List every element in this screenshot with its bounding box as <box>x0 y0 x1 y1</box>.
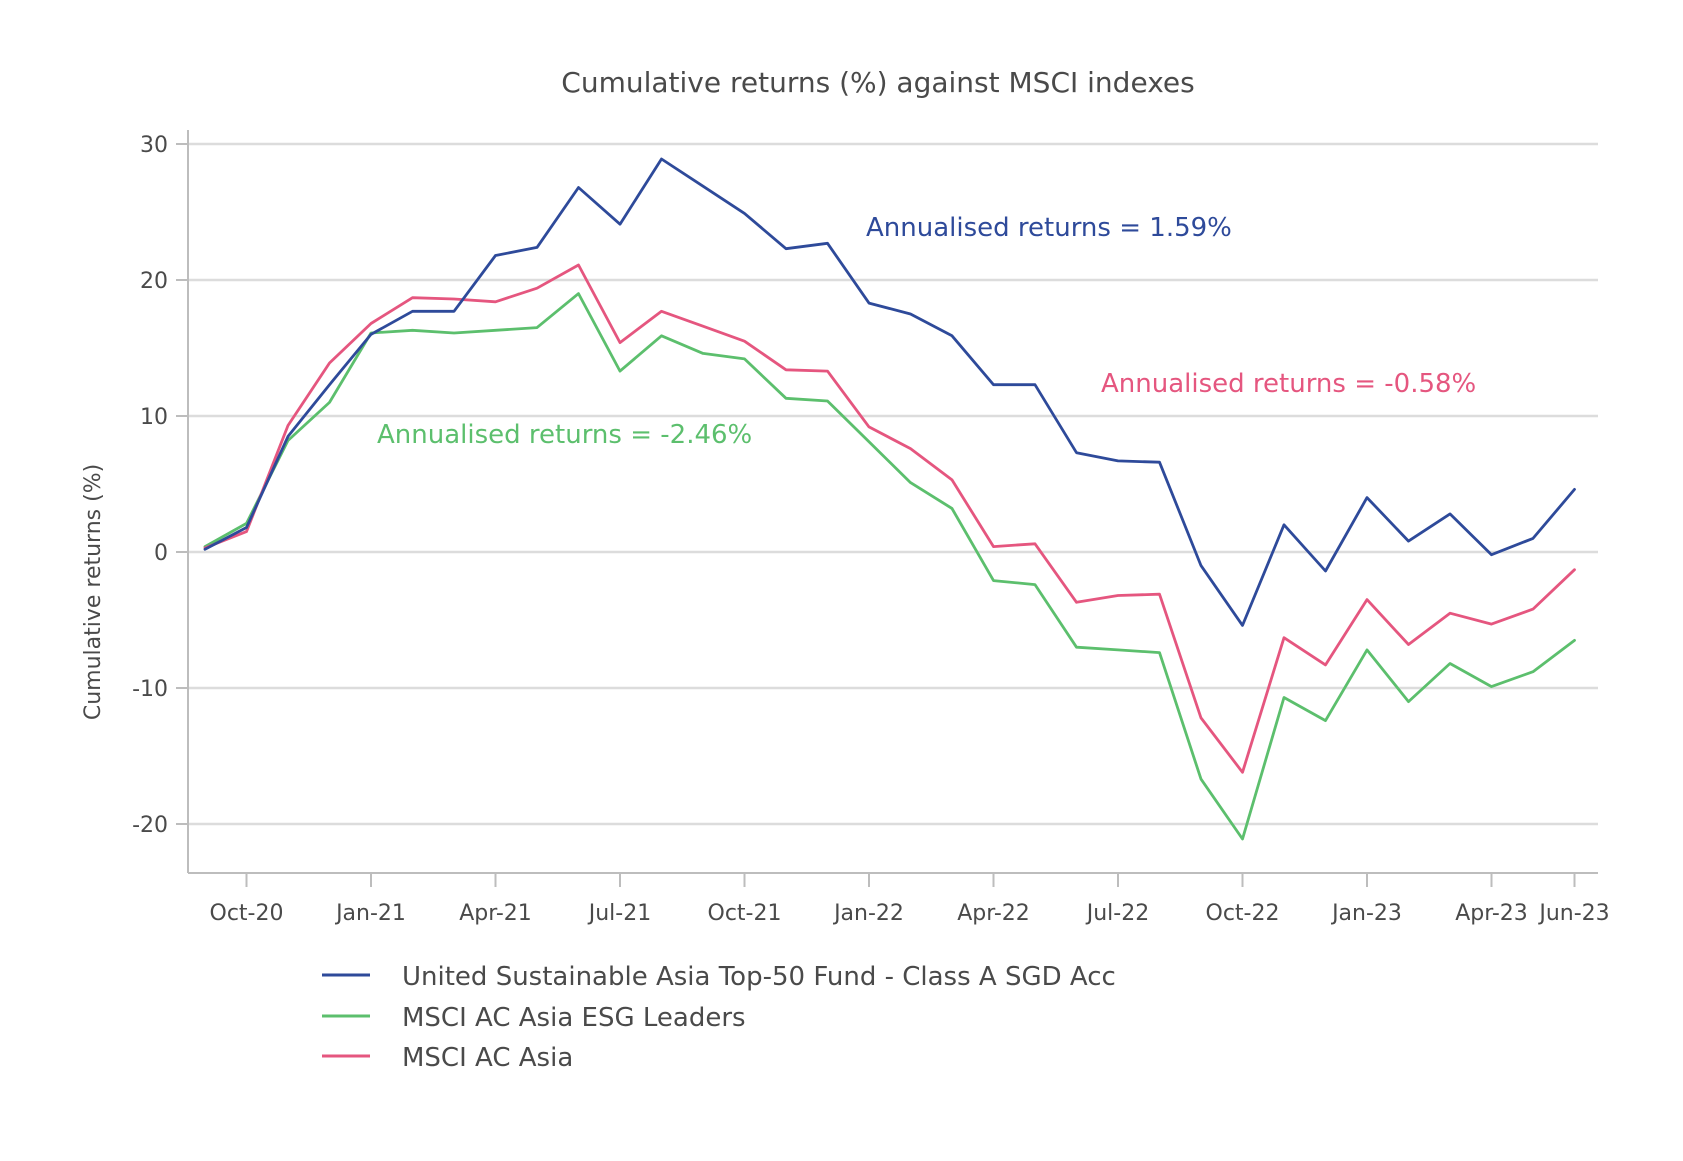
axes <box>176 130 1598 887</box>
grid-lines <box>188 142 1598 826</box>
x-tick-label: Jan-21 <box>334 901 406 926</box>
annotation-annualised-returns: Annualised returns = 1.59% <box>866 213 1232 243</box>
series-lines <box>203 157 1576 841</box>
y-tick-label: 20 <box>140 269 168 294</box>
series-line-1 <box>203 292 1576 841</box>
x-tick-label: Apr-21 <box>459 901 532 926</box>
x-tick-label: Jul-21 <box>587 901 651 926</box>
x-tick-labels: Oct-20 Jan-21 Apr-21 Jul-21 Oct-21 Jan-22 Apr-… <box>210 901 1610 926</box>
y-axis-label: Cumulative returns (%) <box>81 464 106 720</box>
series-line-2 <box>203 263 1576 774</box>
x-tick-label: Oct-21 <box>708 901 782 926</box>
x-tick-label: Apr-23 <box>1455 901 1528 926</box>
legend-label: MSCI AC Asia <box>402 1043 573 1073</box>
y-tick-label: 10 <box>140 405 168 430</box>
legend-label: MSCI AC Asia ESG Leaders <box>402 1003 746 1033</box>
annotation-annualised-returns: Annualised returns = -2.46% <box>377 420 752 450</box>
x-tick-label: Jan-23 <box>1330 901 1402 926</box>
x-tick-label: Jan-22 <box>832 901 904 926</box>
legend: United Sustainable Asia Top-50 Fund - Cl… <box>322 962 1116 1073</box>
y-tick-labels: 30 20 10 0 -10 -20 <box>132 133 168 838</box>
x-tick-label: Oct-20 <box>210 901 284 926</box>
y-tick-label: 30 <box>140 133 168 158</box>
x-tick-label: Jul-22 <box>1085 901 1149 926</box>
y-tick-label: -10 <box>132 677 168 702</box>
series-line-0 <box>203 157 1576 627</box>
x-tick-label: Apr-22 <box>957 901 1030 926</box>
chart-title: Cumulative returns (%) against MSCI inde… <box>561 66 1194 99</box>
y-tick-label: -20 <box>132 813 168 838</box>
annotations: Annualised returns = 1.59% Annualised ret… <box>377 213 1476 450</box>
x-tick-label: Oct-22 <box>1206 901 1280 926</box>
annotation-annualised-returns: Annualised returns = -0.58% <box>1101 369 1476 399</box>
legend-label: United Sustainable Asia Top-50 Fund - Cl… <box>402 962 1116 992</box>
y-tick-label: 0 <box>154 541 168 566</box>
x-tick-label: Jun-23 <box>1537 901 1609 926</box>
